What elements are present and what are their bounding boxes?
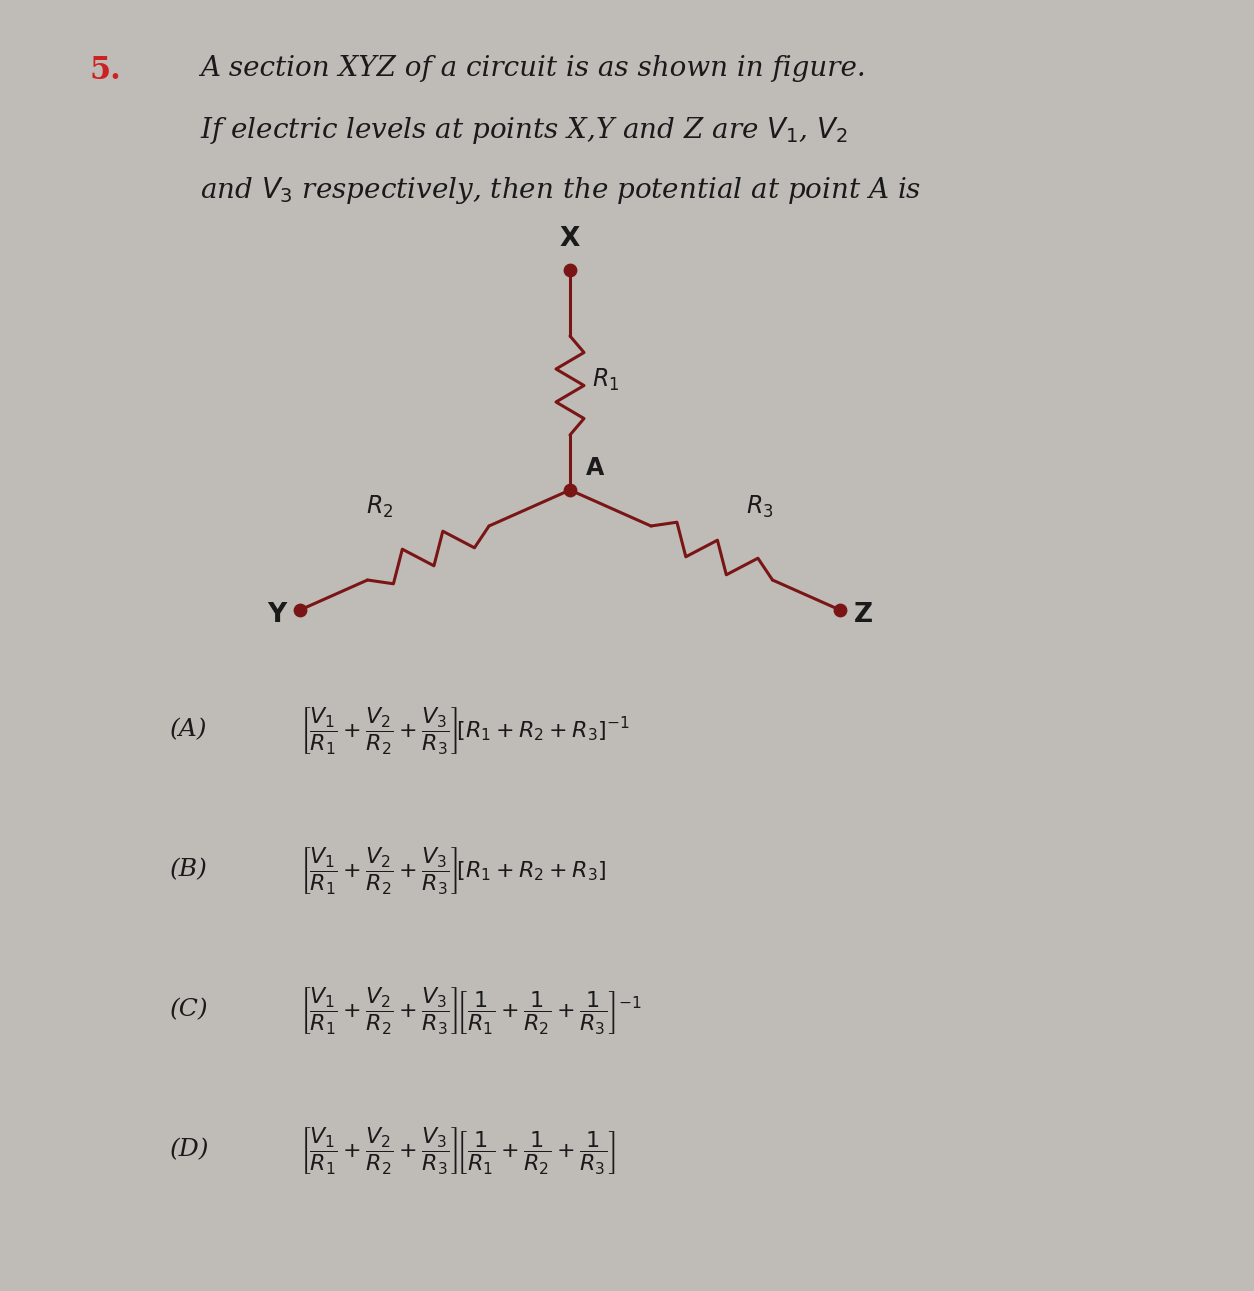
Text: $\left[\dfrac{V_1}{R_1}+\dfrac{V_2}{R_2}+\dfrac{V_3}{R_3}\right]\!\left[\dfrac{1: $\left[\dfrac{V_1}{R_1}+\dfrac{V_2}{R_2}… (300, 1124, 616, 1176)
Text: (C): (C) (171, 998, 208, 1021)
Text: $R_1$: $R_1$ (592, 367, 619, 392)
Text: and $V_3$ respectively, then the potential at point A is: and $V_3$ respectively, then the potenti… (199, 176, 922, 207)
Text: (B): (B) (171, 859, 208, 882)
Text: If electric levels at points X,Y and Z are $V_1$, $V_2$: If electric levels at points X,Y and Z a… (199, 115, 848, 146)
Text: 5.: 5. (90, 56, 122, 86)
Text: $\left[\dfrac{V_1}{R_1}+\dfrac{V_2}{R_2}+\dfrac{V_3}{R_3}\right]\!\left[R_1+R_2+: $\left[\dfrac{V_1}{R_1}+\dfrac{V_2}{R_2}… (300, 705, 630, 755)
Text: (D): (D) (171, 1139, 209, 1162)
Text: Y: Y (267, 602, 286, 627)
Text: A: A (586, 456, 604, 480)
Point (561, 259, 581, 280)
Text: Z: Z (854, 602, 873, 627)
Text: (A): (A) (171, 719, 207, 741)
Text: A section XYZ of a circuit is as shown in figure.: A section XYZ of a circuit is as shown i… (199, 56, 865, 83)
Point (830, 600, 850, 621)
Point (561, 480, 581, 501)
Text: $R_2$: $R_2$ (366, 493, 394, 520)
Text: X: X (559, 226, 581, 252)
Text: $\left[\dfrac{V_1}{R_1}+\dfrac{V_2}{R_2}+\dfrac{V_3}{R_3}\right]\!\left[\dfrac{1: $\left[\dfrac{V_1}{R_1}+\dfrac{V_2}{R_2}… (300, 985, 642, 1035)
Point (290, 600, 310, 621)
Text: $R_3$: $R_3$ (746, 493, 774, 520)
Text: $\left[\dfrac{V_1}{R_1}+\dfrac{V_2}{R_2}+\dfrac{V_3}{R_3}\right]\!\left[R_1+R_2+: $\left[\dfrac{V_1}{R_1}+\dfrac{V_2}{R_2}… (300, 844, 607, 896)
